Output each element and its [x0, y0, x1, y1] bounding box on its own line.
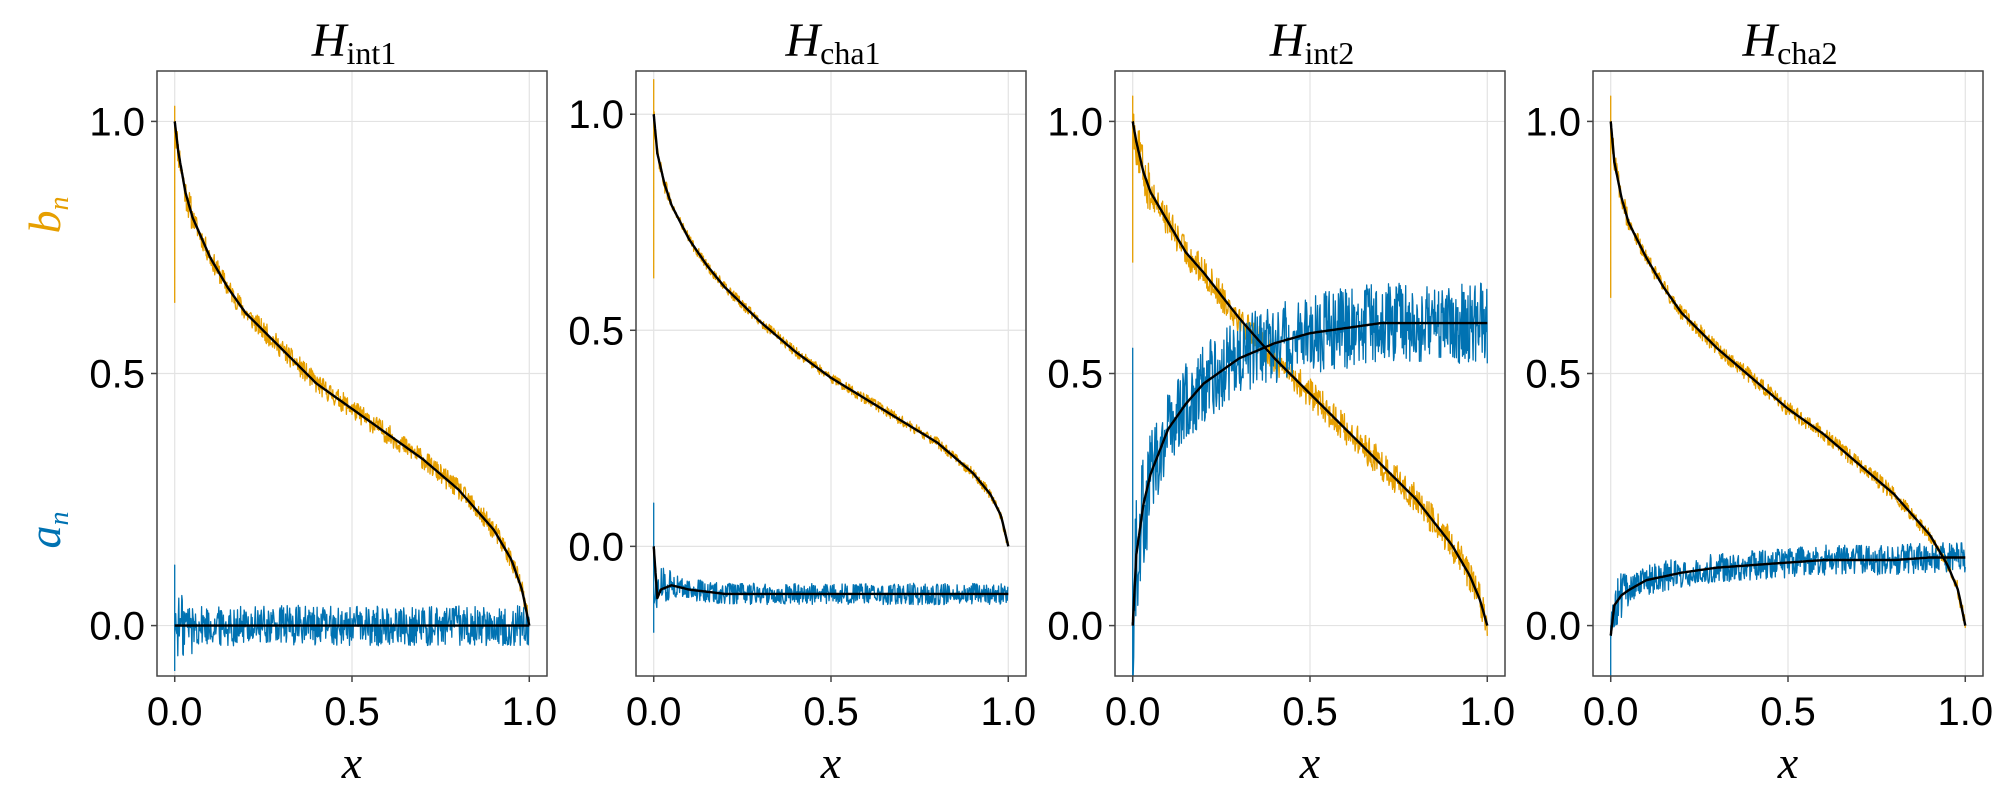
plot-area: [1609, 95, 1967, 676]
x-tick-label: 1.0: [501, 690, 557, 734]
series-b-n: [1610, 95, 1966, 628]
y-tick-label: 1.0: [568, 93, 624, 137]
y-tick-label: 0.5: [89, 353, 145, 397]
series-b-fit: [173, 120, 531, 626]
y-tick-label: 1.0: [1525, 100, 1581, 144]
x-tick-label: 0.5: [803, 690, 859, 734]
series-b-fit: [1609, 120, 1967, 626]
x-tick-label: 0.0: [147, 690, 203, 734]
x-tick-label: 1.0: [1459, 690, 1515, 734]
series-a-n: [1132, 282, 1488, 676]
y-tick-label: 0.0: [1047, 605, 1103, 649]
plot-area: [652, 78, 1010, 633]
x-tick-label: 0.5: [1760, 690, 1816, 734]
panel-1: 0.0 0.5 1.0 0.0 0.5 1.0 x: [89, 70, 557, 788]
series-b-fit: [652, 113, 1010, 547]
panel-4-title: Hcha2: [1741, 14, 1837, 71]
series-b-n: [174, 105, 530, 627]
panel-3-title: Hint2: [1269, 14, 1354, 71]
x-axis-label: x: [1777, 737, 1799, 788]
x-tick-label: 0.5: [324, 690, 380, 734]
plot-area: [173, 105, 531, 671]
x-tick-label: 1.0: [1937, 690, 1993, 734]
x-axis-label: x: [341, 737, 363, 788]
x-tick-label: 0.0: [1105, 690, 1161, 734]
series-a-fit: [1609, 556, 1966, 637]
x-tick-label: 1.0: [980, 690, 1036, 734]
plot-area: [1131, 95, 1489, 676]
panel-1-title: Hint1: [311, 14, 396, 71]
series-b-fit: [1131, 120, 1489, 626]
x-tick-label: 0.0: [626, 690, 682, 734]
y-tick-label: 1.0: [1047, 100, 1103, 144]
ylabel-a: an: [19, 512, 75, 549]
panel-4: 0.0 0.5 1.0 0.0 0.5 1.0 x: [1525, 70, 1993, 788]
y-tick-label: 0.0: [568, 525, 624, 569]
series-a-n: [653, 502, 1009, 633]
y-tick-label: 0.5: [568, 309, 624, 353]
x-axis-label: x: [820, 737, 842, 788]
panel-3: 0.0 0.5 1.0 0.0 0.5 1.0 x: [1047, 70, 1515, 788]
y-tick-label: 0.5: [1047, 353, 1103, 397]
y-tick-label: 1.0: [89, 100, 145, 144]
panel-2: 0.0 0.5 1.0 0.0 0.5 1.0 x: [568, 70, 1036, 788]
series-a-n: [174, 564, 530, 671]
panel-2-title: Hcha1: [784, 14, 880, 71]
y-tick-label: 0.0: [1525, 605, 1581, 649]
x-tick-label: 0.0: [1583, 690, 1639, 734]
x-tick-label: 0.5: [1282, 690, 1338, 734]
ylabel-b: bn: [19, 197, 75, 234]
x-axis-label: x: [1299, 737, 1321, 788]
series-a-fit: [1131, 321, 1488, 626]
y-tick-label: 0.0: [89, 605, 145, 649]
series-a-fit: [652, 545, 1009, 600]
y-tick-label: 0.5: [1525, 353, 1581, 397]
